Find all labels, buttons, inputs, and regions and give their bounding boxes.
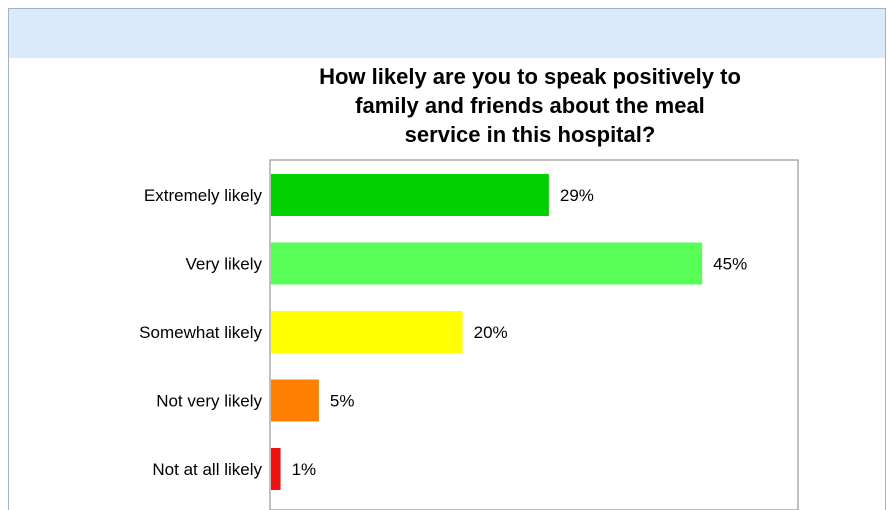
data-label: 29% [560, 186, 594, 205]
bar [271, 174, 549, 216]
data-label: 45% [713, 255, 747, 274]
header-band [9, 9, 885, 58]
bar [271, 242, 703, 285]
data-label: 5% [330, 392, 355, 411]
category-label: Somewhat likely [139, 323, 262, 342]
bar [271, 311, 463, 353]
data-label: 1% [292, 460, 317, 479]
category-label: Very likely [185, 255, 262, 274]
chart-title: How likely are you to speak positively t… [319, 64, 741, 147]
category-label: Extremely likely [144, 186, 263, 205]
bar [271, 448, 281, 490]
category-label: Not at all likely [152, 460, 262, 479]
data-label: 20% [474, 323, 508, 342]
category-label: Not very likely [156, 392, 262, 411]
bar [271, 379, 319, 422]
